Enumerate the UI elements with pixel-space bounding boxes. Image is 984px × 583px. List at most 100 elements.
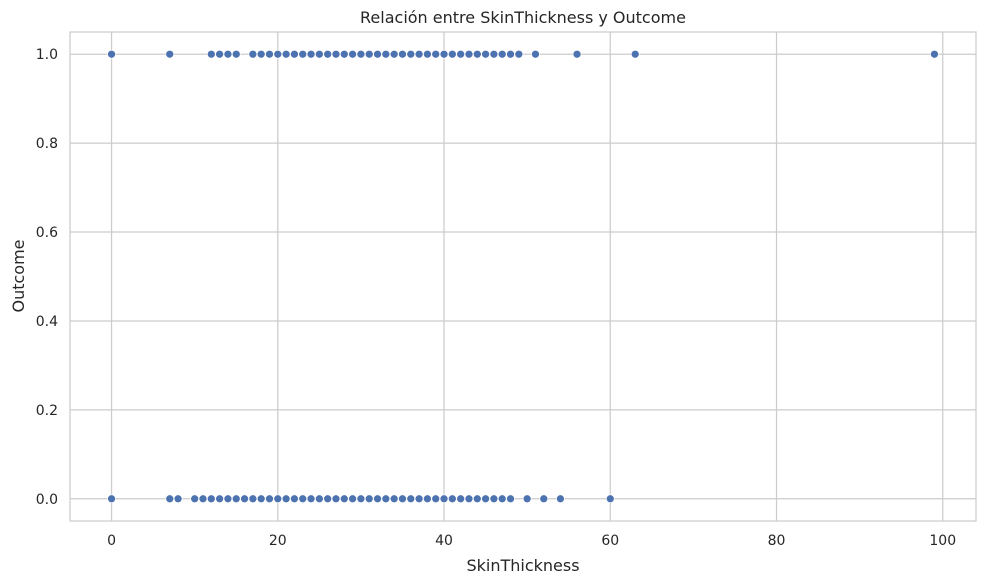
data-point (439, 494, 449, 504)
data-point (206, 49, 216, 59)
data-point (265, 49, 274, 59)
y-tick-label: 0.8 (36, 136, 58, 152)
data-point (506, 49, 515, 59)
data-point (339, 49, 349, 59)
data-point (531, 49, 540, 59)
data-point (273, 49, 283, 59)
data-point (290, 49, 299, 59)
data-point (373, 49, 382, 59)
data-point (481, 494, 490, 504)
data-point (472, 49, 482, 59)
x-axis-label: SkinThickness (466, 556, 579, 575)
data-point (323, 49, 333, 59)
data-point (381, 49, 391, 59)
y-tick-label: 0.2 (36, 403, 58, 419)
data-point (464, 49, 474, 59)
data-point (248, 49, 258, 59)
data-point (456, 49, 466, 59)
chart-title: Relación entre SkinThickness y Outcome (360, 8, 686, 27)
data-point (223, 494, 233, 504)
data-point (240, 494, 249, 504)
data-point (356, 49, 366, 59)
data-point (389, 494, 399, 504)
data-point (215, 494, 224, 504)
data-point (231, 49, 241, 59)
data-point (497, 49, 507, 59)
data-point (389, 49, 399, 59)
data-point (331, 494, 341, 504)
data-point (281, 494, 291, 504)
y-tick-label: 0.0 (36, 492, 58, 508)
data-point (398, 49, 407, 59)
data-point (406, 49, 416, 59)
data-point (256, 49, 266, 59)
plot-frame (69, 31, 977, 522)
data-point (556, 494, 565, 504)
data-point (223, 49, 233, 59)
x-axis-ticks: 0 20 40 60 80 100 (107, 533, 956, 549)
data-point (107, 494, 116, 504)
data-point (630, 49, 640, 59)
data-point (356, 494, 366, 504)
data-point (206, 494, 216, 504)
data-point (539, 494, 549, 504)
data-point (497, 494, 507, 504)
data-point (572, 49, 582, 59)
x-tick-label: 40 (435, 533, 453, 549)
data-point (398, 494, 407, 504)
x-tick-label: 80 (768, 533, 786, 549)
y-axis-label: Outcome (9, 239, 28, 312)
data-point (298, 49, 308, 59)
data-point (514, 49, 524, 59)
data-point (348, 49, 357, 59)
data-point (489, 494, 499, 504)
data-point (373, 494, 382, 504)
data-point (423, 49, 432, 59)
data-point (447, 49, 457, 59)
data-point (431, 49, 441, 59)
data-point (481, 49, 490, 59)
data-point (298, 494, 308, 504)
x-tick-label: 100 (929, 533, 956, 549)
data-point (364, 49, 374, 59)
y-tick-label: 0.4 (36, 314, 58, 330)
data-point (190, 494, 200, 504)
data-point (522, 494, 532, 504)
data-point (423, 494, 432, 504)
y-tick-label: 0.6 (36, 225, 58, 241)
data-point (290, 494, 299, 504)
data-point (930, 49, 939, 59)
data-point (315, 49, 324, 59)
y-axis-ticks: 0.0 0.2 0.4 0.6 0.8 1.0 (36, 47, 58, 508)
data-point (431, 494, 441, 504)
data-point (107, 49, 116, 59)
data-point (256, 494, 266, 504)
x-tick-label: 60 (601, 533, 619, 549)
plot-background (70, 32, 976, 521)
data-point (489, 49, 499, 59)
data-point (306, 494, 316, 504)
data-point (331, 49, 341, 59)
data-point (165, 49, 175, 59)
data-point (605, 494, 615, 504)
data-points (107, 49, 939, 504)
data-point (381, 494, 391, 504)
x-tick-label: 0 (107, 533, 116, 549)
data-point (464, 494, 474, 504)
data-point (306, 49, 316, 59)
x-tick-label: 20 (269, 533, 287, 549)
data-point (265, 494, 274, 504)
data-point (506, 494, 515, 504)
data-point (414, 49, 424, 59)
data-point (173, 494, 183, 504)
data-point (165, 494, 175, 504)
data-point (273, 494, 283, 504)
data-point (339, 494, 349, 504)
data-point (364, 494, 374, 504)
data-point (447, 494, 457, 504)
data-point (281, 49, 291, 59)
data-point (456, 494, 466, 504)
data-point (248, 494, 258, 504)
y-tick-label: 1.0 (36, 47, 58, 63)
